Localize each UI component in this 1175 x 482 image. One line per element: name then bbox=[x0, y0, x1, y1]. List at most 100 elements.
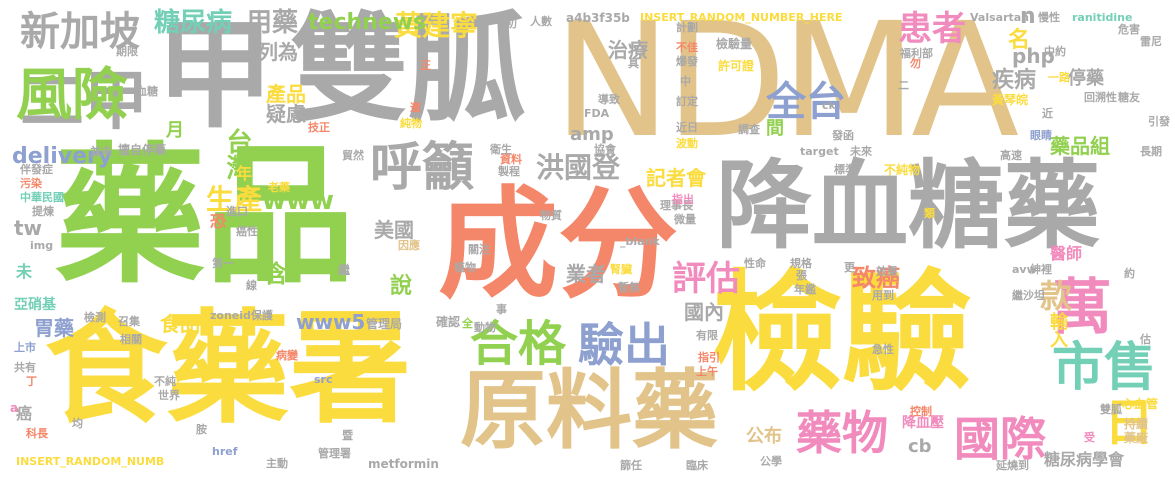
word-avw: avw bbox=[1012, 263, 1037, 276]
word-shengchan: 生產 bbox=[206, 183, 263, 216]
word-ri: 日 bbox=[1104, 394, 1154, 452]
word-youxian: 有限 bbox=[696, 329, 718, 342]
word-shuanggua-small: 雙胍 bbox=[1100, 403, 1122, 416]
word-zoneid: zoneid保護 bbox=[210, 309, 273, 322]
word-ck: ck bbox=[822, 99, 836, 112]
word-ding: 丁 bbox=[26, 375, 37, 388]
word-xinxueguan: 心血管 bbox=[1122, 397, 1159, 411]
word-shishou: 市售 bbox=[1052, 338, 1157, 398]
word-yezhe: 業者 bbox=[566, 262, 606, 286]
word-yuanliaoyao: 原料藥 bbox=[460, 361, 718, 461]
word-aixing: 癌性 bbox=[236, 225, 258, 238]
word-gu: 估 bbox=[1140, 333, 1151, 346]
word-tw: tw bbox=[14, 216, 43, 240]
word-weiliang: 微量 bbox=[674, 213, 696, 226]
word-yaowu: 藥物 bbox=[796, 406, 888, 460]
word-shuo: 說 bbox=[390, 274, 413, 299]
word-huangqinwan: 黃琴皖 bbox=[992, 93, 1029, 107]
word-yaochang: 藥廠 bbox=[1124, 431, 1149, 445]
word-jia: 甲 bbox=[156, 6, 275, 144]
word-queren: 確認 bbox=[436, 315, 461, 329]
word-yishi: 醫師 bbox=[1050, 244, 1083, 263]
word-zhiai: 致癌 bbox=[852, 264, 900, 292]
word-yongdao: 用到 bbox=[872, 289, 894, 302]
word-zhiwu: 植物 bbox=[454, 261, 476, 274]
word-ziliao: 資料 bbox=[500, 153, 522, 166]
word-weisheng: 衛生 bbox=[490, 143, 512, 156]
word-nian: 年 bbox=[236, 164, 253, 183]
word-insert-random-numb: INSERT_RANDOM_NUMB bbox=[16, 455, 165, 468]
word-insert-random-number: INSERT_RANDOM_NUMBER_HERE bbox=[640, 11, 843, 24]
word-yinying: 因應 bbox=[398, 239, 420, 252]
word-kezhang: 科長 bbox=[26, 427, 48, 440]
word-gongxue: 公學 bbox=[760, 455, 782, 468]
word-ming: 名 bbox=[1008, 28, 1031, 53]
word-wan: 萬 bbox=[1052, 273, 1112, 343]
word-banfazheng: 伴發症 bbox=[20, 163, 53, 176]
word-amp: amp bbox=[570, 124, 614, 145]
word-pinggu: 評估 bbox=[672, 259, 740, 299]
word-jizheng: 技正 bbox=[308, 121, 330, 134]
word-yue2: 約 bbox=[1124, 267, 1135, 280]
word-yaopin: 藥品 bbox=[55, 130, 356, 304]
word-guanlishu: 管理署 bbox=[318, 447, 351, 460]
word-yongyao: 用藥 bbox=[246, 8, 299, 38]
word-shi: 事 bbox=[496, 303, 507, 316]
word-metformin: metformin bbox=[368, 457, 439, 471]
word-zhongyue: 中約 bbox=[1044, 45, 1066, 58]
word-gongyou: 共有 bbox=[14, 361, 36, 374]
word-valsartan: Valsartan bbox=[970, 11, 1030, 24]
word-qixian: 期限 bbox=[116, 45, 138, 58]
word-cb: cb bbox=[908, 436, 932, 457]
word-bodong: 波動 bbox=[676, 137, 698, 150]
word-jiangxueya: 降血壓 bbox=[902, 415, 944, 431]
word-hongguodeng: 洪國登 bbox=[536, 151, 621, 184]
word-gongbu: 公布 bbox=[746, 426, 782, 447]
word-zhudong: 主動 bbox=[266, 457, 288, 470]
word-lei: 類 bbox=[924, 207, 935, 220]
word-weiyao: 胃藥 bbox=[34, 316, 74, 340]
word-shairen: 篩任 bbox=[620, 459, 642, 472]
word-taiwan: 台灣 bbox=[222, 128, 252, 180]
word-wu: 勿 bbox=[910, 57, 921, 70]
word-baofa: 爆發 bbox=[676, 55, 698, 68]
word-zhang: 張 bbox=[796, 269, 807, 282]
word-zhiliao: 治療 bbox=[608, 38, 648, 62]
word-tangniaobing: 糖尿病 bbox=[154, 8, 233, 38]
word-zhaoji: 召集 bbox=[118, 315, 140, 328]
word-diaocha: 調查 bbox=[738, 123, 760, 136]
word-ju: 具 bbox=[628, 57, 639, 70]
word-yinfa: 引發 bbox=[1148, 115, 1170, 128]
word-xinjiapo: 新加坡 bbox=[20, 9, 140, 55]
word-chanpin: 產品 bbox=[266, 82, 306, 106]
word-www5: www5 bbox=[296, 310, 366, 334]
word-jinkou: 進口 bbox=[226, 205, 248, 218]
word-jishatan: 繼沙坦 bbox=[1012, 289, 1045, 302]
word-yilu2: 一路 bbox=[1048, 71, 1070, 84]
word-img: img bbox=[30, 239, 54, 252]
word-changqi: 長期 bbox=[1140, 145, 1162, 158]
word-jiangxuetangyao: 降血糖藥 bbox=[716, 150, 1100, 262]
word-n: n bbox=[1020, 4, 1036, 29]
word-guanliju: 管理局 bbox=[366, 317, 403, 331]
word-xiangguan: 相關 bbox=[120, 333, 142, 346]
word-blank: _blank bbox=[620, 235, 660, 248]
word-weilai: 未來 bbox=[850, 145, 872, 158]
word-ranitidine: ranitidine bbox=[1072, 11, 1133, 24]
word-wuran: 污染 bbox=[20, 177, 42, 190]
word-xian: 線 bbox=[246, 279, 257, 292]
word-a4b3f35b: a4b3f35b bbox=[566, 11, 630, 25]
word-wuzhi: 物質 bbox=[540, 209, 562, 222]
word-kongzhi: 控制 bbox=[910, 405, 932, 418]
word-meiguo: 美國 bbox=[374, 218, 414, 242]
word-weihai: 危害 bbox=[1118, 23, 1140, 36]
word-jixing: 急性 bbox=[872, 343, 894, 356]
word-huyu: 呼籲 bbox=[370, 138, 475, 198]
word-fahan: 發函 bbox=[832, 129, 854, 142]
word-php: php bbox=[1012, 44, 1055, 68]
word-renshu: 人數 bbox=[530, 15, 552, 28]
word-guanzhu: 關注 bbox=[468, 243, 490, 256]
word-shangwu: 上午 bbox=[696, 365, 718, 378]
word-shenli: 紳裡 bbox=[1030, 263, 1052, 276]
